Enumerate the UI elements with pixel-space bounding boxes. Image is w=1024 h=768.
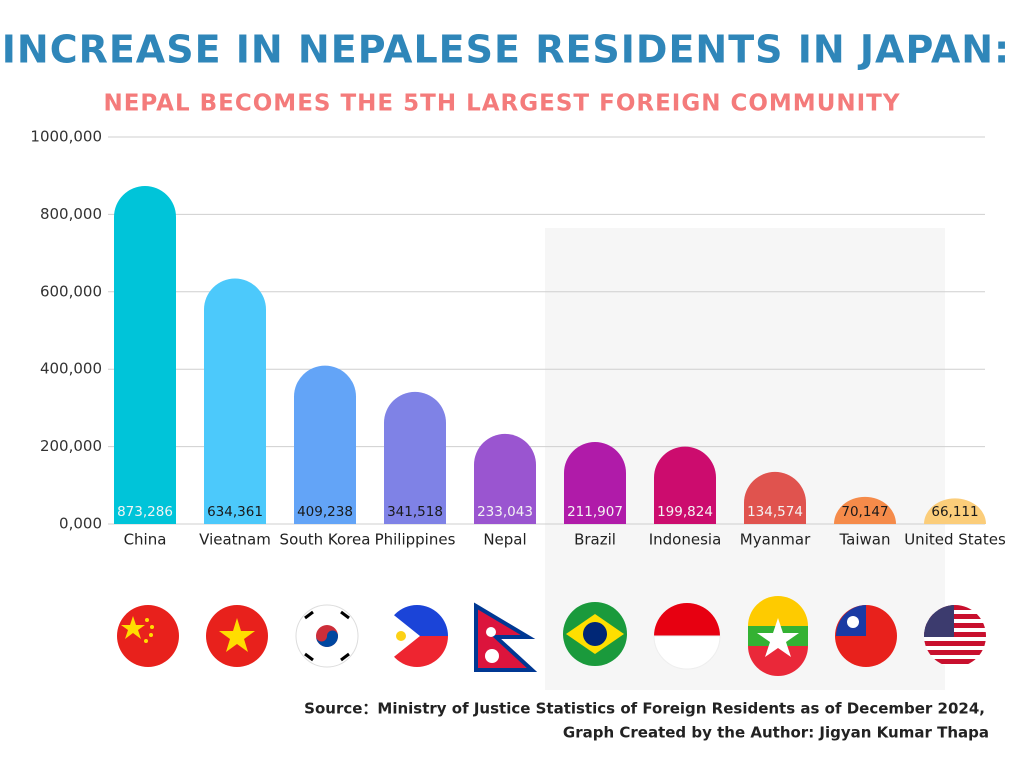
x-tick-label: Taiwan (838, 531, 890, 549)
bar (114, 186, 176, 524)
y-tick-label: 0,000 (59, 515, 102, 533)
bar (294, 365, 356, 524)
bar (834, 496, 896, 524)
x-tick-label: South Korea (280, 531, 371, 549)
source-line: Graph Created by the Author: Jigyan Kuma… (563, 724, 989, 742)
x-tick-label: Nepal (483, 531, 526, 549)
x-tick-label: Philippines (375, 531, 456, 549)
bar (564, 441, 626, 524)
flag-philippines (378, 605, 448, 667)
value-label: 341,518 (387, 504, 443, 520)
chart-subtitle: NEPAL BECOMES THE 5TH LARGEST FOREIGN CO… (103, 91, 900, 117)
value-label: 66,111 (931, 504, 978, 520)
y-tick-label: 400,000 (40, 360, 102, 378)
source-line: Source：Ministry of Justice Statistics of… (304, 700, 985, 718)
y-tick-label: 600,000 (40, 282, 102, 300)
flag-nepal (474, 602, 538, 672)
flag-brazil (563, 602, 627, 666)
x-tick-label: Indonesia (649, 531, 722, 549)
value-label: 134,574 (747, 504, 803, 520)
x-tick-label: China (124, 531, 167, 549)
x-tick-label: United States (904, 531, 1006, 549)
flag-china (117, 605, 179, 667)
value-label: 199,824 (657, 504, 713, 520)
flags (117, 596, 986, 676)
value-label: 70,147 (841, 504, 888, 520)
value-label: 233,043 (477, 504, 533, 520)
x-tick-label: Myanmar (740, 531, 811, 549)
value-label: 211,907 (567, 504, 623, 520)
flag-myanmar (748, 596, 808, 676)
value-label: 409,238 (297, 504, 353, 520)
bar (654, 446, 716, 524)
bar (744, 471, 806, 524)
x-tick-label: Brazil (574, 531, 616, 549)
value-label: 634,361 (207, 504, 263, 520)
bar (384, 391, 446, 524)
flag-south-korea (295, 604, 359, 668)
flag-indonesia (653, 603, 721, 670)
y-tick-label: 1000,000 (30, 128, 102, 146)
flag-taiwan (835, 605, 897, 667)
y-tick-label: 800,000 (40, 205, 102, 223)
y-tick-label: 200,000 (40, 437, 102, 455)
x-tick-label: Vieatnam (199, 531, 271, 549)
value-label: 873,286 (117, 504, 173, 520)
flag-vietnam (206, 605, 268, 667)
bar (474, 433, 536, 524)
bar (924, 498, 986, 524)
chart-title: INCREASE IN NEPALESE RESIDENTS IN JAPAN: (2, 28, 1010, 72)
flag-united-states (924, 605, 986, 667)
bar (204, 278, 266, 524)
